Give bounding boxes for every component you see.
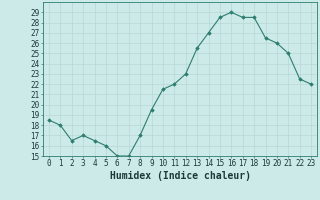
X-axis label: Humidex (Indice chaleur): Humidex (Indice chaleur) bbox=[109, 171, 251, 181]
